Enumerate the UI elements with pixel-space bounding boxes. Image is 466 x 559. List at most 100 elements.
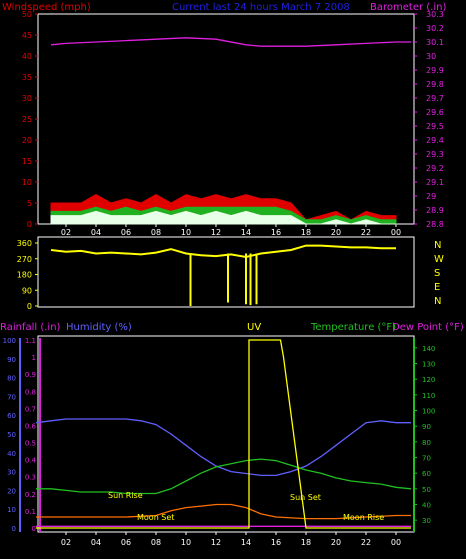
- wind-x-tick-label: 14: [241, 228, 251, 237]
- temperature-tick-label: 60: [422, 470, 431, 478]
- wind-x-tick-label: 00: [391, 228, 401, 237]
- temperature-tick-label: 140: [422, 345, 435, 353]
- climate-x-tick-label: 18: [301, 538, 311, 547]
- climate-panel-frame: [37, 335, 415, 533]
- rainfall-tick-label: 0.3: [25, 474, 36, 482]
- compass-label: E: [434, 282, 440, 293]
- climate-x-tick-label: 06: [121, 538, 131, 547]
- rainfall-tick-label: 0.6: [25, 422, 37, 430]
- temperature-tick-label: 90: [422, 423, 431, 431]
- climate-x-tick-label: 08: [151, 538, 161, 547]
- humidity-tick-label: 90: [7, 356, 16, 364]
- climate-x-tick-label: 14: [241, 538, 251, 547]
- wind-right-tick-label: 29.5: [426, 122, 444, 131]
- climate-x-tick-label: 20: [331, 538, 341, 547]
- wind-right-tick-label: 29.8: [426, 80, 444, 89]
- climate-x-tick-label: 22: [361, 538, 371, 547]
- humidity-tick-label: 100: [3, 337, 16, 345]
- direction-tick-label: 90: [22, 286, 32, 295]
- uv-series: [36, 339, 411, 529]
- wind-right-tick-label: 30.2: [426, 24, 444, 33]
- humidity-axis-label: Humidity (%): [66, 322, 132, 333]
- wind-right-tick-label: 29.2: [426, 164, 444, 173]
- rainfall-tick-label: 0.1: [25, 508, 36, 516]
- temperature-axis-label: Temperature (°F): [310, 322, 396, 333]
- rainfall-tick-label: 0.8: [25, 388, 36, 396]
- wind-right-tick-label: 29.4: [426, 136, 444, 145]
- wind-left-tick-label: 35: [22, 73, 32, 82]
- wind-right-tick-label: 30.1: [426, 38, 444, 47]
- moon-set-label: Moon Set: [137, 513, 174, 522]
- rainfall-tick-label: 0.4: [25, 457, 37, 465]
- temperature-tick-label: 70: [422, 455, 431, 463]
- temperature-tick-label: 110: [422, 392, 435, 400]
- wind-right-tick-label: 29: [426, 192, 436, 201]
- wind-right-tick-label: 28.9: [426, 206, 444, 215]
- uv-label: UV: [247, 322, 261, 333]
- humidity-tick-label: 70: [7, 393, 16, 401]
- climate-x-tick-label: 16: [271, 538, 281, 547]
- barometer-series-line: [50, 37, 411, 47]
- dewpoint-series: [36, 503, 411, 520]
- wind-left-tick-label: 50: [22, 10, 32, 19]
- wind-x-tick-label: 06: [121, 228, 131, 237]
- wind-right-tick-label: 28.8: [426, 220, 444, 229]
- wind-panel-frame: [37, 13, 415, 225]
- climate-x-tick-label: 04: [91, 538, 101, 547]
- wind-x-tick-label: 20: [331, 228, 341, 237]
- humidity-tick-label: 80: [7, 375, 16, 383]
- wind-right-tick-label: 30.3: [426, 10, 444, 19]
- wind-x-tick-label: 18: [301, 228, 311, 237]
- humidity-tick-label: 20: [7, 487, 16, 495]
- wind-x-tick-label: 04: [91, 228, 101, 237]
- climate-x-tick-label: 02: [61, 538, 71, 547]
- wind-right-tick-label: 29.9: [426, 66, 444, 75]
- wind-left-tick-label: 30: [22, 94, 32, 103]
- sun-rise-label: Sun Rise: [108, 491, 143, 500]
- direction-tick-label: 360: [17, 239, 32, 248]
- wind-x-tick-label: 22: [361, 228, 371, 237]
- humidity-series: [35, 418, 411, 477]
- humidity-tick-label: 50: [7, 431, 16, 439]
- wind-left-tick-label: 5: [27, 199, 32, 208]
- wind-x-tick-label: 16: [271, 228, 281, 237]
- rainfall-tick-label: 1.1: [25, 337, 36, 345]
- humidity-tick-label: 60: [7, 412, 16, 420]
- wind-series-2-area: [50, 210, 396, 225]
- compass-label: W: [434, 254, 444, 265]
- temperature-tick-label: 130: [422, 361, 435, 369]
- wind-left-tick-label: 40: [22, 52, 32, 61]
- wind-x-tick-label: 10: [181, 228, 191, 237]
- climate-x-tick-label: 12: [211, 538, 221, 547]
- wind-right-tick-label: 29.6: [426, 108, 444, 117]
- wind-title: Current last 24 hours March 7 2008: [172, 2, 350, 13]
- rainfall-tick-label: 0.5: [25, 440, 36, 448]
- direction-panel-frame: [37, 236, 415, 308]
- wind-left-tick-label: 10: [22, 178, 32, 187]
- wind-right-tick-label: 30: [426, 52, 436, 61]
- wind-left-tick-label: 15: [22, 157, 32, 166]
- direction-tick-label: 270: [17, 255, 32, 264]
- temperature-tick-label: 50: [422, 486, 431, 494]
- wind-right-axis-label: Barometer (.in): [370, 2, 446, 13]
- direction-tick-label: 180: [17, 271, 32, 280]
- rainfall-tick-label: 0: [32, 525, 36, 533]
- wind-left-tick-label: 20: [22, 136, 32, 145]
- compass-label: S: [434, 268, 440, 279]
- rainfall-axis-label: Rainfall (.in): [0, 322, 61, 333]
- sun-set-label: Sun Set: [290, 493, 321, 502]
- compass-label: N: [434, 296, 441, 307]
- direction-tick-label: 0: [27, 302, 32, 311]
- humidity-tick-label: 0: [12, 525, 16, 533]
- temperature-tick-label: 30: [422, 517, 431, 525]
- temperature-tick-label: 100: [422, 408, 435, 416]
- wind-right-tick-label: 29.3: [426, 150, 444, 159]
- wind-x-tick-label: 12: [211, 228, 221, 237]
- wind-left-tick-label: 45: [22, 31, 32, 40]
- rainfall-tick-label: 0.9: [25, 371, 36, 379]
- rainfall-tick-label: 0.2: [25, 491, 36, 499]
- moon-rise-label: Moon Rise: [343, 513, 384, 522]
- rainfall-tick-label: 0.7: [25, 405, 36, 413]
